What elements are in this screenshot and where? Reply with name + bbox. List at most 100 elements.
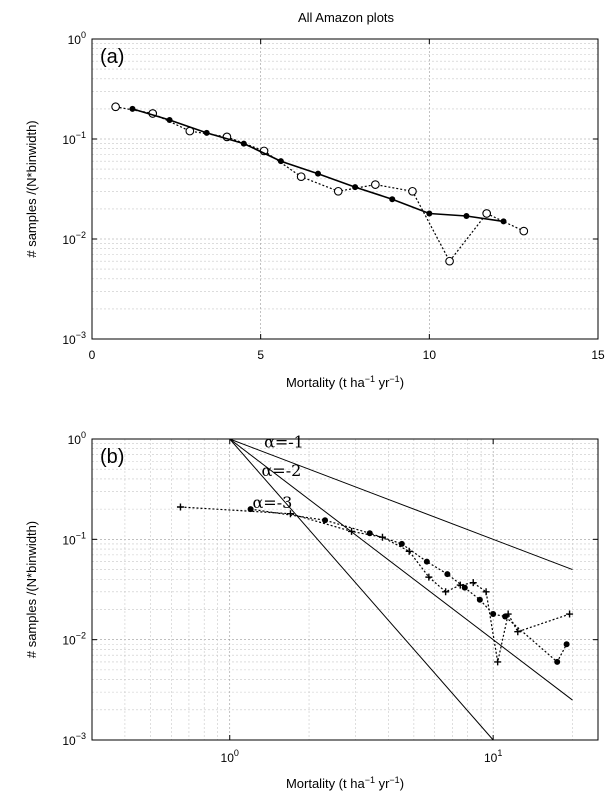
panel-a-series-1-point <box>111 102 120 112</box>
panel-a-ytick-label-base: 10 <box>68 33 82 47</box>
panel-a-series-1-point <box>371 180 380 189</box>
panel-a-series-1-point <box>333 186 343 196</box>
panel-b-series-1-point <box>442 588 450 596</box>
panel-b-series-2-point <box>563 641 570 648</box>
panel-a-x-axis-label-text: Mortality (t ha <box>286 375 366 390</box>
panel-b-ytick-label: 10−2 <box>62 631 86 648</box>
panel-b-series-1-point <box>286 510 294 518</box>
panel-b-xtick-label-base: 10 <box>484 751 498 765</box>
panel-a-x-axis-label-exp1: −1 <box>365 374 375 384</box>
panel-b-reference-label-alpha-3: α=-3 <box>252 493 292 512</box>
panel-b-series-2-point <box>423 558 430 565</box>
panel-a-series-2-point <box>352 184 359 191</box>
panel-b-grid <box>91 439 598 740</box>
panel-a-xtick-label: 15 <box>591 348 605 362</box>
panel-a-ytick-label: 10−1 <box>62 130 86 147</box>
panel-a-x-axis-label: Mortality (t ha−1 yr−1) <box>286 374 404 390</box>
panel-b-series-1-point <box>348 527 356 535</box>
panel-b-series-1-point <box>425 573 433 581</box>
panel-b-series-2-point <box>502 613 509 620</box>
panel-a-ytick-label-exp: 0 <box>81 30 86 40</box>
panel-b-data <box>176 439 574 740</box>
panel-b-reference-label-alpha-1: α=-1 <box>264 433 304 452</box>
panel-b-xtick-label-exp: 0 <box>234 748 239 758</box>
panel-a-ytick-label: 10−2 <box>62 230 86 247</box>
panel-b-series-2-point <box>490 611 497 618</box>
panel-b-y-axis-label: # samples /(N*binwidth) <box>24 521 39 658</box>
panel-b-x-axis-label-close: ) <box>400 776 404 791</box>
panel-a-plot-frame <box>91 38 599 340</box>
panel-b-xtick-label: 101 <box>484 748 502 765</box>
panel-a-ytick-label: 10−3 <box>62 330 86 347</box>
panel-a-series-2-point <box>129 105 136 112</box>
panel-b-series-1-point <box>176 503 184 511</box>
panel-a-panel-label: (a) <box>100 46 124 68</box>
panel-b-series-1-point <box>494 658 502 666</box>
panel-b-reference-line-alpha-2 <box>229 439 573 701</box>
panel-b-ytick-label-exp: −2 <box>76 631 86 641</box>
panel-a-series-1-point <box>445 256 454 266</box>
panel-b-x-axis-label-text: Mortality (t ha <box>286 776 366 791</box>
panel-b-series-2-point <box>444 571 451 578</box>
panel-a-series-2-point <box>389 196 396 203</box>
panel-a-series-1-point <box>408 186 417 196</box>
panel-b-series-2-point <box>322 517 329 524</box>
panel-a-ytick-label-exp: −2 <box>76 230 86 240</box>
panel-b-ytick-label: 10−3 <box>62 731 86 748</box>
panel-b-ytick-label-exp: 0 <box>81 430 86 440</box>
panel-b-reference-line-alpha-1 <box>229 439 573 571</box>
panel-b-series-2-point <box>476 596 483 603</box>
panel-a-series-1-point <box>482 209 492 218</box>
panel-b-ytick-label-exp: −3 <box>76 731 86 741</box>
panel-a-series-2-point <box>277 158 284 165</box>
panel-b-plot-frame <box>91 438 599 741</box>
panel-a-data <box>111 102 529 266</box>
panel-b-ytick-label-base: 10 <box>62 734 76 748</box>
panel-b-ytick-label: 10−1 <box>62 530 86 547</box>
panel-b-xtick-label-base: 10 <box>221 751 235 765</box>
panel-b-series-1-point <box>514 628 522 636</box>
panel-a-y-axis-label: # samples /(N*binwidth) <box>24 120 39 257</box>
panel-b-ytick-label-exp: −1 <box>76 530 86 540</box>
panel-b-series-2-point <box>461 584 468 591</box>
panel-b-series-1-point <box>469 579 477 587</box>
panel-b-x-axis-label-mid: yr <box>375 776 390 791</box>
panel-a-ytick-label-base: 10 <box>62 233 76 247</box>
panel-a-series-2-point <box>500 218 507 225</box>
panel-b-x-axis-label-exp2: −1 <box>389 775 399 785</box>
panel-b-series-2-line <box>250 508 568 663</box>
panel-a-x-axis-label-mid: yr <box>375 375 390 390</box>
panel-a-xtick-label: 10 <box>423 348 437 362</box>
panel-b-reference-label-alpha-2: α=-2 <box>262 461 302 480</box>
panel-a-ytick-label-base: 10 <box>62 333 76 347</box>
panel-a-series-2-line <box>132 108 504 223</box>
panel-b-ytick-label-base: 10 <box>62 634 76 648</box>
panel-b-reference-line-alpha-3 <box>229 439 494 740</box>
panel-b-x-axis-label-exp1: −1 <box>365 775 375 785</box>
panel-a-ytick-label: 100 <box>68 30 86 47</box>
panel-b-x-axis-label: Mortality (t ha−1 yr−1) <box>286 775 404 791</box>
panel-a-xtick-label: 0 <box>89 348 96 362</box>
panel-b-ytick-label-base: 10 <box>68 433 82 447</box>
panel-b-series-1-point <box>482 588 490 596</box>
panel-a-series-2-point <box>240 140 247 147</box>
panel-b-xtick-label-exp: 1 <box>497 748 502 758</box>
panel-a-x-axis-label-exp2: −1 <box>389 374 399 384</box>
panel-b-ytick-label-base: 10 <box>62 533 76 547</box>
panel-b-xtick-label: 100 <box>221 748 239 765</box>
panel-b-series-1-line <box>180 506 570 663</box>
panel-a-xtick-label: 5 <box>257 348 264 362</box>
panel-a-ytick-label-exp: −1 <box>76 130 86 140</box>
panel-a-series-2-point <box>426 210 433 217</box>
panel-a-series-1-line <box>115 106 525 263</box>
panel-a-series-2-point <box>463 212 470 219</box>
panel-a-series-2-point <box>315 170 322 177</box>
panel-a-series-2-point <box>166 116 173 123</box>
panel-b-series-2-point <box>366 530 373 537</box>
panel-b-series-2-point <box>398 540 405 547</box>
panel-b-series-2-point <box>554 658 561 665</box>
panel-a-ytick-label-exp: −3 <box>76 330 86 340</box>
